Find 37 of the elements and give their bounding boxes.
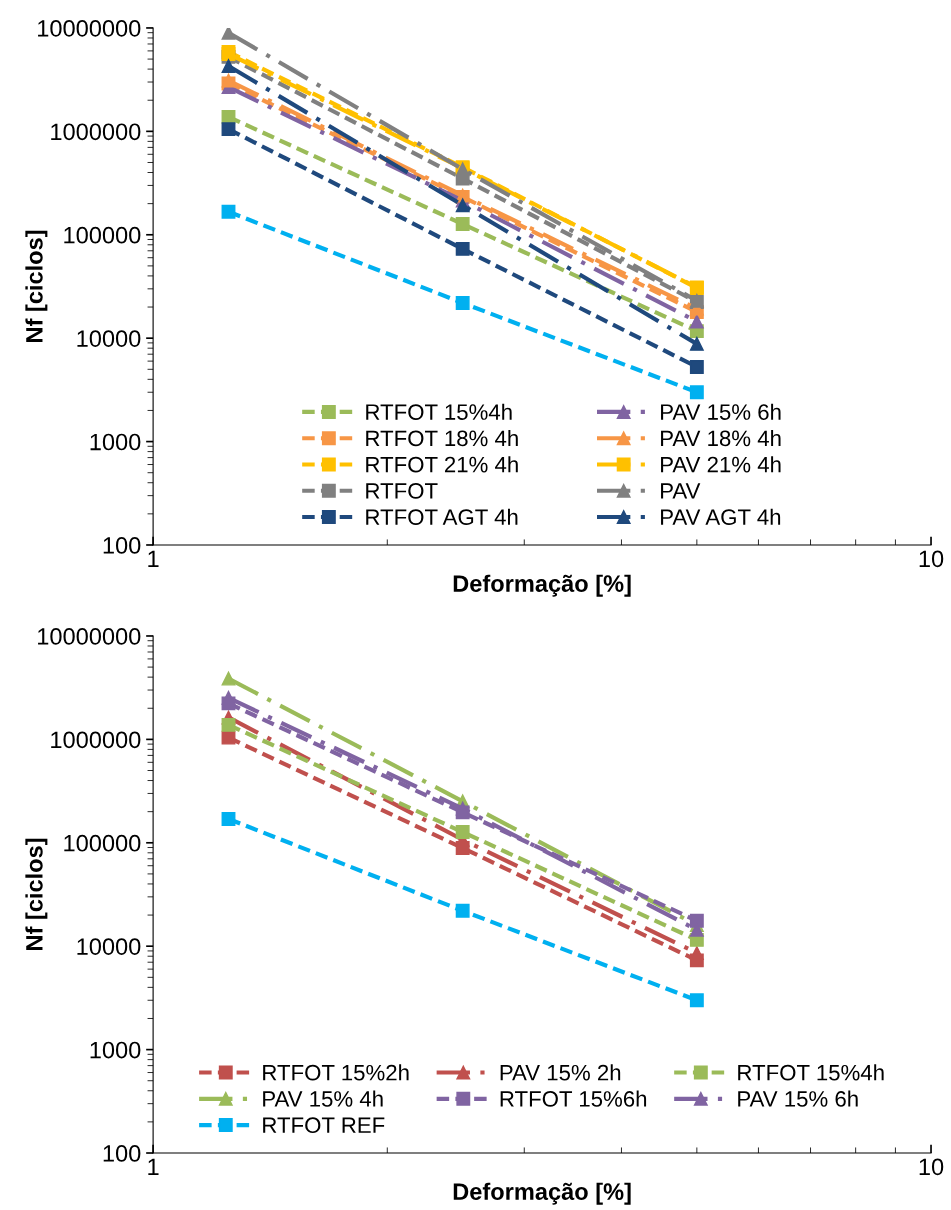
legend-label: PAV <box>661 483 701 499</box>
x-tick-label: 10 <box>919 550 944 568</box>
y-tick-label: 10000000 <box>38 20 141 37</box>
x-tick-label: 1 <box>148 550 159 567</box>
legend-label: PAV AGT 4h <box>661 508 781 526</box>
legend-label: RTFOT 15%4h <box>738 1064 884 1081</box>
legend-label: RTFOT AGT 4h <box>366 508 518 526</box>
x-tick-label: 10 <box>919 1158 944 1176</box>
y-axis-title: Nf [ciclos] <box>25 838 48 950</box>
y-tick-label: 1000 <box>90 1041 141 1059</box>
x-axis-title: Deformação [%] <box>453 574 631 597</box>
legend-label: RTFOT 15%6h <box>500 1090 647 1107</box>
x-axis-title: Deformação [%] <box>453 1182 631 1205</box>
legend-label: PAV 15% 2h <box>500 1064 621 1081</box>
legend-label: RTFOT REF <box>263 1117 385 1134</box>
legend-label: RTFOT <box>366 483 438 499</box>
y-axis-title: Nf [ciclos] <box>25 230 48 342</box>
legend-label: RTFOT 21% 4h <box>366 456 518 473</box>
legend-label: RTFOT 15%4h <box>366 403 512 420</box>
legend-label: RTFOT 15%2h <box>263 1064 409 1081</box>
legend-label: PAV 15% 6h <box>661 403 781 420</box>
legend-label: PAV 15% 6h <box>738 1090 858 1107</box>
y-tick-label: 100 <box>103 537 141 554</box>
y-tick-label: 1000000 <box>51 731 141 749</box>
y-tick-label: 100 <box>103 1145 141 1162</box>
legend-label: PAV 21% 4h <box>661 456 781 473</box>
x-tick-label: 1 <box>148 1158 159 1175</box>
legend-label: PAV 15% 4h <box>263 1090 383 1107</box>
legend-label: PAV 18% 4h <box>661 429 781 447</box>
y-tick-label: 10000 <box>77 938 141 955</box>
y-tick-label: 100000 <box>64 834 141 852</box>
y-tick-label: 1000 <box>90 433 141 451</box>
y-tick-label: 10000000 <box>38 628 141 645</box>
legend-label: RTFOT 18% 4h <box>366 429 518 447</box>
y-tick-label: 10000 <box>77 330 141 347</box>
y-tick-label: 1000000 <box>51 123 141 141</box>
y-tick-label: 100000 <box>64 226 141 244</box>
